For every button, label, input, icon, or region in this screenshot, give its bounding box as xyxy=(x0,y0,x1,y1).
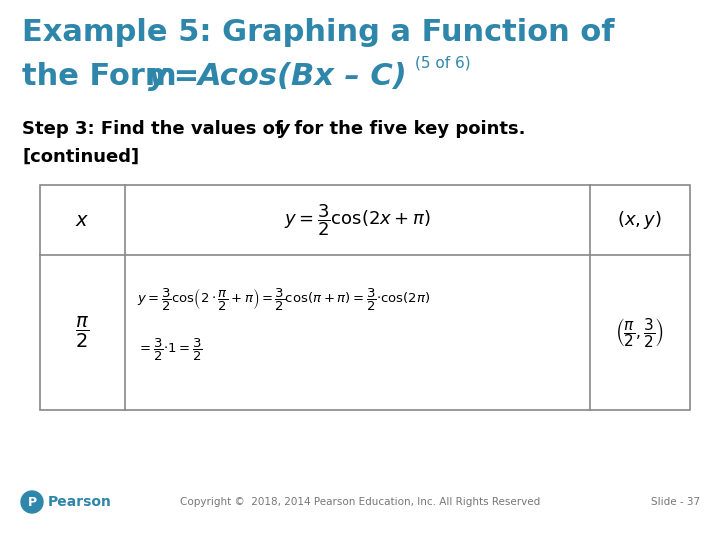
Bar xyxy=(40,185,690,410)
Text: Slide - 37: Slide - 37 xyxy=(651,497,700,507)
Text: $\dfrac{\pi}{2}$: $\dfrac{\pi}{2}$ xyxy=(76,315,90,350)
Text: =: = xyxy=(163,62,210,91)
Text: $y = \dfrac{3}{2}\cos\!\left(2 \cdot \dfrac{\pi}{2}+\pi\right) = \dfrac{3}{2}\co: $y = \dfrac{3}{2}\cos\!\left(2 \cdot \df… xyxy=(137,287,431,313)
Circle shape xyxy=(21,491,43,513)
Text: y: y xyxy=(278,120,289,138)
Text: $x$: $x$ xyxy=(76,211,89,229)
Text: Step 3: Find the values of: Step 3: Find the values of xyxy=(22,120,289,138)
Text: $(x, y)$: $(x, y)$ xyxy=(618,209,662,231)
Text: (5 of 6): (5 of 6) xyxy=(415,56,471,71)
Text: the Form: the Form xyxy=(22,62,187,91)
Text: P: P xyxy=(27,496,37,509)
Text: $= \dfrac{3}{2}{\cdot}1 = \dfrac{3}{2}$: $= \dfrac{3}{2}{\cdot}1 = \dfrac{3}{2}$ xyxy=(137,337,203,363)
Text: [continued]: [continued] xyxy=(22,148,139,166)
Text: Pearson: Pearson xyxy=(48,495,112,509)
Text: Example 5: Graphing a Function of: Example 5: Graphing a Function of xyxy=(22,18,614,47)
Text: for the five key points.: for the five key points. xyxy=(288,120,526,138)
Text: Acos(Bx – C): Acos(Bx – C) xyxy=(198,62,408,91)
Text: y: y xyxy=(148,62,168,91)
Text: $\left(\dfrac{\pi}{2}, \dfrac{3}{2}\right)$: $\left(\dfrac{\pi}{2}, \dfrac{3}{2}\righ… xyxy=(616,316,665,349)
Text: Copyright ©  2018, 2014 Pearson Education, Inc. All Rights Reserved: Copyright © 2018, 2014 Pearson Education… xyxy=(180,497,540,507)
Text: $y = \dfrac{3}{2}\cos(2x+\pi)$: $y = \dfrac{3}{2}\cos(2x+\pi)$ xyxy=(284,202,431,238)
